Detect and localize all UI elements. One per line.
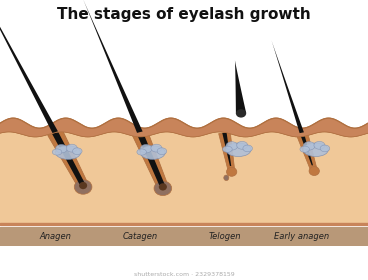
Text: Telogen: Telogen <box>208 232 241 241</box>
Ellipse shape <box>56 144 67 153</box>
Polygon shape <box>219 132 235 172</box>
Text: Early anagen: Early anagen <box>274 232 329 241</box>
Polygon shape <box>222 133 231 166</box>
Ellipse shape <box>140 144 152 153</box>
Polygon shape <box>137 132 164 185</box>
Polygon shape <box>0 0 58 133</box>
Text: Anagen: Anagen <box>39 232 71 241</box>
Ellipse shape <box>226 167 237 176</box>
Ellipse shape <box>236 109 246 118</box>
Ellipse shape <box>226 142 238 150</box>
Polygon shape <box>132 131 170 193</box>
Ellipse shape <box>56 146 81 159</box>
Ellipse shape <box>224 175 229 181</box>
Polygon shape <box>83 0 143 133</box>
Ellipse shape <box>154 181 172 195</box>
Ellipse shape <box>223 146 232 152</box>
Ellipse shape <box>52 149 62 155</box>
Ellipse shape <box>159 183 167 190</box>
Ellipse shape <box>140 146 165 159</box>
Ellipse shape <box>314 141 325 149</box>
Ellipse shape <box>300 146 309 152</box>
Ellipse shape <box>137 149 146 155</box>
Polygon shape <box>0 118 368 137</box>
Polygon shape <box>296 132 317 172</box>
Ellipse shape <box>74 180 92 194</box>
Ellipse shape <box>243 145 252 152</box>
Text: Catagen: Catagen <box>122 232 158 241</box>
Ellipse shape <box>237 141 248 149</box>
Ellipse shape <box>226 143 251 157</box>
Ellipse shape <box>79 182 87 189</box>
Bar <box>0 227 368 246</box>
Ellipse shape <box>303 143 328 157</box>
Ellipse shape <box>303 142 315 150</box>
Polygon shape <box>0 132 368 224</box>
Polygon shape <box>0 118 368 137</box>
Ellipse shape <box>151 144 162 152</box>
Ellipse shape <box>309 167 319 176</box>
Text: shutterstock.com · 2329378159: shutterstock.com · 2329378159 <box>134 272 234 277</box>
Ellipse shape <box>72 148 82 155</box>
Polygon shape <box>300 133 313 165</box>
Polygon shape <box>48 131 91 192</box>
Polygon shape <box>52 132 84 184</box>
Ellipse shape <box>157 148 167 155</box>
Ellipse shape <box>66 144 77 152</box>
Ellipse shape <box>320 145 330 152</box>
Polygon shape <box>235 60 246 114</box>
Polygon shape <box>272 40 304 133</box>
Text: The stages of eyelash growth: The stages of eyelash growth <box>57 7 311 22</box>
